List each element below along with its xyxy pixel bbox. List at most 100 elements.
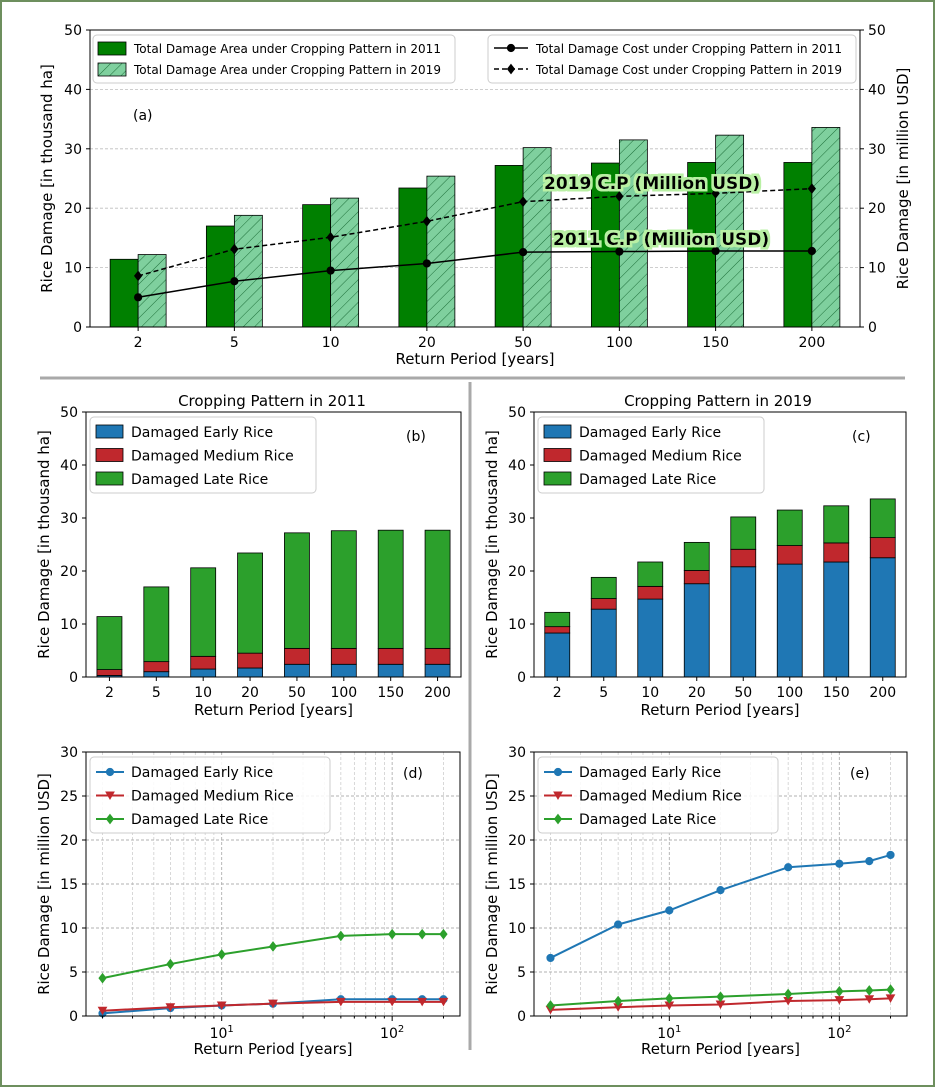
- legend-swatch-2011: [97, 41, 127, 56]
- xtick-label-b: 200: [424, 685, 451, 701]
- ytick-label-right-a: 50: [868, 23, 886, 39]
- stacked-bar-segment-c: [544, 632, 571, 678]
- xlabel-a: Return Period [years]: [395, 350, 554, 368]
- ylabel-d: Rice Damage [in million USD]: [35, 773, 53, 995]
- annotation-2011-cp: 2011 C.P (Million USD): [553, 230, 769, 250]
- stacked-bar-segment-b: [330, 663, 357, 678]
- series-point-e: [716, 991, 725, 1002]
- legend-swatch-b: [95, 448, 124, 462]
- series-point-d: [216, 1001, 227, 1010]
- series-line-d: [102, 933, 444, 980]
- panel-label-d: (d): [403, 766, 423, 782]
- legend-bars-a: [92, 34, 456, 84]
- legend-label-e: Damaged Early Rice: [579, 765, 721, 781]
- point-cost-2019: [326, 231, 335, 243]
- xlabel-d: Return Period [years]: [193, 1040, 352, 1058]
- ytick-label-b: 0: [69, 670, 78, 686]
- legend-swatch-c: [543, 424, 572, 439]
- legend-swatch-c: [543, 471, 572, 486]
- ytick-label-left-a: 0: [73, 320, 82, 336]
- series-point-d: [388, 928, 397, 940]
- series-point-d: [387, 997, 398, 1007]
- series-point-e: [865, 985, 874, 996]
- stacked-bar-segment-b: [143, 586, 170, 663]
- ytick-label-e: 30: [508, 745, 526, 761]
- legend-lines-a: [487, 34, 857, 84]
- stacked-bar-segment-c: [590, 576, 617, 599]
- xtick-exponent-d: 2: [398, 1024, 404, 1035]
- point-cost-2011: [615, 247, 624, 256]
- point-cost-2011: [326, 266, 335, 275]
- xtick-label-b: 2: [105, 685, 114, 701]
- stacked-bar-segment-c: [637, 585, 664, 600]
- panel-label-e: (e): [850, 766, 870, 782]
- bar-2011: [109, 258, 139, 328]
- stacked-bar-segment-b: [237, 552, 263, 654]
- xtick-label-a: 200: [799, 335, 826, 351]
- stacked-bar-segment-b: [330, 530, 357, 649]
- ytick-label-right-a: 40: [868, 82, 886, 98]
- series-point-d: [335, 997, 346, 1007]
- point-cost-2011: [422, 259, 431, 268]
- ytick-label-e: 5: [517, 965, 526, 981]
- stacked-bar-segment-c: [869, 537, 896, 559]
- line-cost-2019: [137, 187, 812, 277]
- ytick-label-d: 10: [60, 921, 78, 937]
- stacked-bar-segment-c: [637, 561, 664, 587]
- ytick-label-b: 50: [60, 405, 78, 421]
- stacked-bar-segment-b: [96, 669, 123, 676]
- ytick-label-c: 40: [508, 458, 526, 474]
- xlabel-b: Return Period [years]: [194, 701, 353, 719]
- stacked-bar-segment-c: [823, 561, 850, 678]
- series-point-d: [166, 958, 175, 970]
- xtick-label-b: 100: [330, 685, 357, 701]
- legend-marker-2011: [506, 43, 516, 53]
- ytick-label-c: 10: [508, 617, 526, 633]
- legend-d: [89, 756, 331, 834]
- point-cost-2011: [230, 277, 239, 286]
- ytick-label-e: 20: [508, 833, 526, 849]
- legend-b: [89, 416, 317, 494]
- bar-2019: [233, 214, 263, 328]
- series-point-d: [268, 999, 278, 1009]
- stacked-bar-segment-b: [143, 671, 170, 678]
- series-point-e: [835, 859, 844, 868]
- series-point-e: [614, 920, 623, 929]
- xtick-label-a: 5: [230, 335, 239, 351]
- bar-2011: [302, 204, 332, 328]
- xtick-label-b: 5: [152, 685, 161, 701]
- series-line-d: [102, 1000, 444, 1012]
- legend-label-d: Damaged Late Rice: [131, 812, 268, 828]
- legend-marker-d: [105, 767, 115, 777]
- stacked-bar-segment-b: [424, 663, 451, 678]
- ylabel-right-a: Rice Damage [in million USD]: [894, 68, 912, 290]
- series-line-e: [550, 997, 891, 1011]
- xtick-label-c: 150: [823, 685, 850, 701]
- line-cost-2011: [138, 250, 812, 299]
- ytick-label-b: 20: [60, 564, 78, 580]
- ytick-label-d: 15: [60, 877, 78, 893]
- series-line-e: [550, 988, 891, 1007]
- legend-label-cost-2019: Total Damage Cost under Cropping Pattern…: [535, 63, 842, 77]
- xtick-label-e: 102: [827, 1024, 851, 1042]
- legend-label-b: Damaged Early Rice: [131, 425, 273, 441]
- ytick-label-left-a: 40: [64, 82, 82, 98]
- legend-label-bar-2011: Total Damage Area under Cropping Pattern…: [133, 42, 441, 56]
- legend-label-d: Damaged Early Rice: [131, 765, 273, 781]
- series-point-e: [546, 953, 555, 963]
- ylabel-b: Rice Damage [in thousand ha]: [35, 430, 53, 659]
- legend-label-e: Damaged Late Rice: [579, 812, 716, 828]
- panel-label-c: (c): [852, 429, 871, 445]
- legend-e: [537, 756, 779, 834]
- title-b: Cropping Pattern in 2011: [178, 392, 366, 410]
- series-point-d: [336, 930, 345, 942]
- series-point-e: [784, 863, 793, 872]
- point-cost-2019: [133, 270, 143, 282]
- legend-marker-d: [105, 813, 115, 825]
- series-point-e: [614, 995, 623, 1007]
- xtick-label-a: 20: [418, 335, 436, 351]
- axes-c: [533, 411, 907, 678]
- point-cost-2011: [711, 246, 720, 256]
- annotation-2019-cp: 2019 C.P (Million USD): [544, 174, 760, 194]
